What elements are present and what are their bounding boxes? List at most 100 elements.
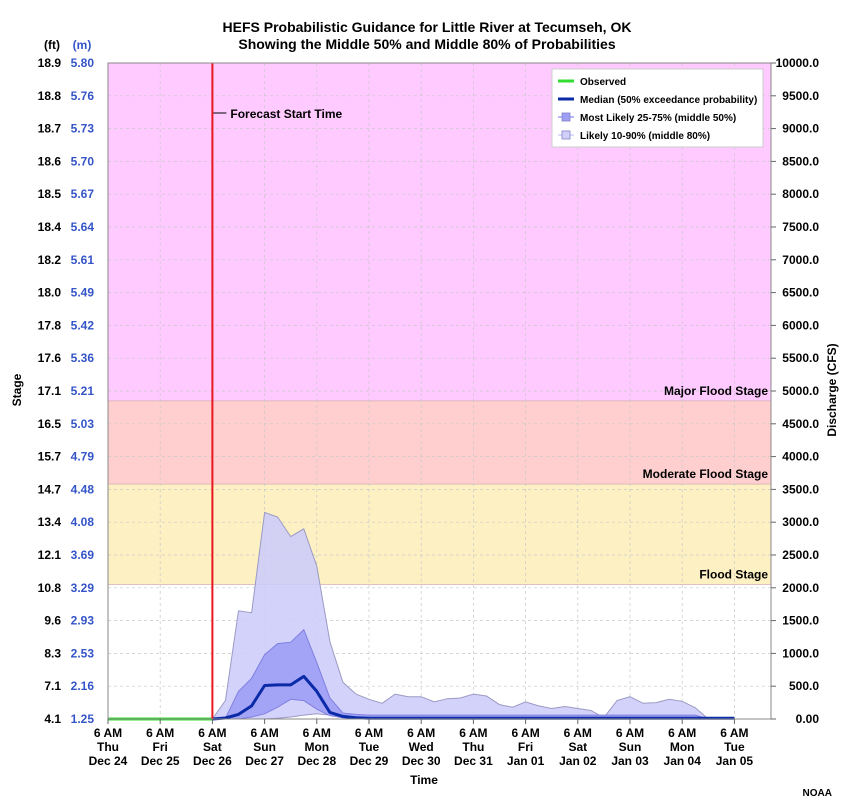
y-tick-label-m: 3.29 [71, 581, 95, 595]
x-tick-label-date: Jan 05 [716, 754, 754, 768]
y-tick-label-cfs: 6500.0 [782, 286, 819, 300]
y-tick-label-ft: 13.4 [38, 515, 62, 529]
x-tick-label-date: Jan 04 [664, 754, 702, 768]
x-tick-label-time: 6 AM [511, 726, 539, 740]
x-tick-label-weekday: Tue [359, 740, 380, 754]
y-tick-label-cfs: 1000.0 [782, 646, 819, 660]
y-tick-label-cfs: 8000.0 [782, 187, 819, 201]
x-tick-label-date: Dec 31 [454, 754, 493, 768]
y-tick-label-ft: 18.6 [38, 154, 62, 168]
y-tick-label-ft: 18.4 [38, 220, 62, 234]
y-axis-label-discharge: Discharge (CFS) [825, 343, 839, 436]
y-axes: 4.1 1.25 0.00 7.1 2.16 500.0 8.3 2.53 1000.0 9.6 2… [38, 56, 820, 726]
x-tick-label-time: 6 AM [720, 726, 748, 740]
legend-box [551, 68, 764, 148]
y-tick-label-m: 5.67 [71, 187, 95, 201]
y-axis-label-stage: Stage [10, 373, 24, 406]
y-tick-label-cfs: 3500.0 [782, 482, 819, 496]
flood-zone-labels: Flood Stage Moderate Flood Stage Major Flo… [643, 384, 769, 582]
x-tick-label-weekday: Fri [153, 740, 168, 754]
x-tick-label-date: Dec 27 [245, 754, 284, 768]
x-tick-label-time: 6 AM [146, 726, 174, 740]
x-tick-label-date: Jan 03 [611, 754, 649, 768]
y-tick-label-ft: 17.6 [38, 351, 62, 365]
forecast-start-label: Forecast Start Time [230, 107, 342, 121]
chart-subtitle: Showing the Middle 50% and Middle 80% of… [238, 36, 615, 52]
legend-label: Most Likely 25-75% (middle 50%) [580, 113, 736, 124]
y-tick-label-cfs: 7000.0 [782, 253, 819, 267]
y-tick-label-m: 5.64 [71, 220, 95, 234]
y-tick-label-ft: 12.1 [38, 548, 62, 562]
x-tick-label-date: Dec 30 [402, 754, 441, 768]
y-tick-label-cfs: 4000.0 [782, 450, 819, 464]
x-tick-label-time: 6 AM [564, 726, 592, 740]
legend-label: Likely 10-90% (middle 80%) [580, 131, 710, 142]
y-tick-label-ft: 16.5 [38, 417, 62, 431]
y-tick-label-cfs: 1500.0 [782, 614, 819, 628]
y-tick-label-m: 5.42 [71, 318, 95, 332]
y-tick-label-ft: 7.1 [44, 679, 61, 693]
y-tick-label-ft: 14.7 [38, 482, 62, 496]
y-tick-label-m: 5.80 [71, 56, 95, 70]
y-tick-label-m: 5.61 [71, 253, 95, 267]
y-tick-label-ft: 10.8 [38, 581, 62, 595]
x-tick-label-date: Dec 29 [350, 754, 389, 768]
x-tick-label-time: 6 AM [459, 726, 487, 740]
y-tick-label-cfs: 10000.0 [776, 56, 820, 70]
y-tick-label-ft: 18.0 [38, 286, 62, 300]
y-tick-label-ft: 4.1 [44, 712, 61, 726]
x-tick-label-weekday: Sat [568, 740, 587, 754]
y-tick-label-cfs: 3000.0 [782, 515, 819, 529]
y-tick-label-m: 5.73 [71, 122, 95, 136]
x-tick-label-time: 6 AM [407, 726, 435, 740]
x-tick-label-time: 6 AM [616, 726, 644, 740]
y-tick-label-cfs: 2500.0 [782, 548, 819, 562]
x-tick-label-date: Jan 02 [559, 754, 597, 768]
y-tick-label-cfs: 500.0 [789, 679, 819, 693]
x-tick-label-date: Dec 28 [297, 754, 336, 768]
y-tick-label-m: 4.48 [71, 482, 95, 496]
flood-zone-label: Moderate Flood Stage [643, 467, 769, 481]
y-tick-label-ft: 17.8 [38, 318, 62, 332]
x-tick-label-weekday: Mon [304, 740, 329, 754]
flood-zone [108, 484, 771, 585]
y-tick-label-m: 2.53 [71, 646, 95, 660]
y-tick-label-ft: 8.3 [44, 646, 61, 660]
flood-zone-label: Flood Stage [699, 568, 768, 582]
y-tick-label-ft: 18.7 [38, 122, 62, 136]
y-tick-label-cfs: 4500.0 [782, 417, 819, 431]
legend-swatch [561, 112, 571, 122]
y-tick-label-cfs: 7500.0 [782, 220, 819, 234]
noaa-credit: NOAA [803, 788, 832, 799]
y-tick-label-m: 2.93 [71, 614, 95, 628]
y-tick-label-cfs: 5500.0 [782, 351, 819, 365]
y-tick-label-cfs: 5000.0 [782, 384, 819, 398]
flood-zone-label: Major Flood Stage [664, 384, 768, 398]
y-tick-label-m: 5.76 [71, 89, 95, 103]
stage-ft-unit: (ft) [44, 38, 60, 52]
legend-label: Observed [580, 77, 626, 88]
y-tick-label-m: 5.03 [71, 417, 95, 431]
stage-m-unit: (m) [73, 38, 92, 52]
legend-label: Median (50% exceedance probability) [580, 95, 757, 106]
y-tick-label-cfs: 2000.0 [782, 581, 819, 595]
y-tick-label-cfs: 0.00 [796, 712, 820, 726]
chart-title: HEFS Probabilistic Guidance for Little R… [223, 19, 632, 35]
y-tick-label-cfs: 6000.0 [782, 318, 819, 332]
y-tick-label-cfs: 9500.0 [782, 89, 819, 103]
x-tick-label-weekday: Sun [619, 740, 642, 754]
x-tick-label-weekday: Thu [97, 740, 119, 754]
y-tick-label-ft: 17.1 [38, 384, 62, 398]
x-tick-label-date: Dec 24 [89, 754, 128, 768]
y-tick-label-m: 3.69 [71, 548, 95, 562]
x-tick-label-time: 6 AM [198, 726, 226, 740]
y-tick-label-m: 5.36 [71, 351, 95, 365]
x-tick-label-date: Dec 26 [193, 754, 232, 768]
y-tick-label-cfs: 9000.0 [782, 122, 819, 136]
x-tick-label-date: Jan 01 [507, 754, 545, 768]
x-tick-label-weekday: Sat [203, 740, 222, 754]
x-tick-label-weekday: Tue [724, 740, 745, 754]
x-tick-label-time: 6 AM [355, 726, 383, 740]
